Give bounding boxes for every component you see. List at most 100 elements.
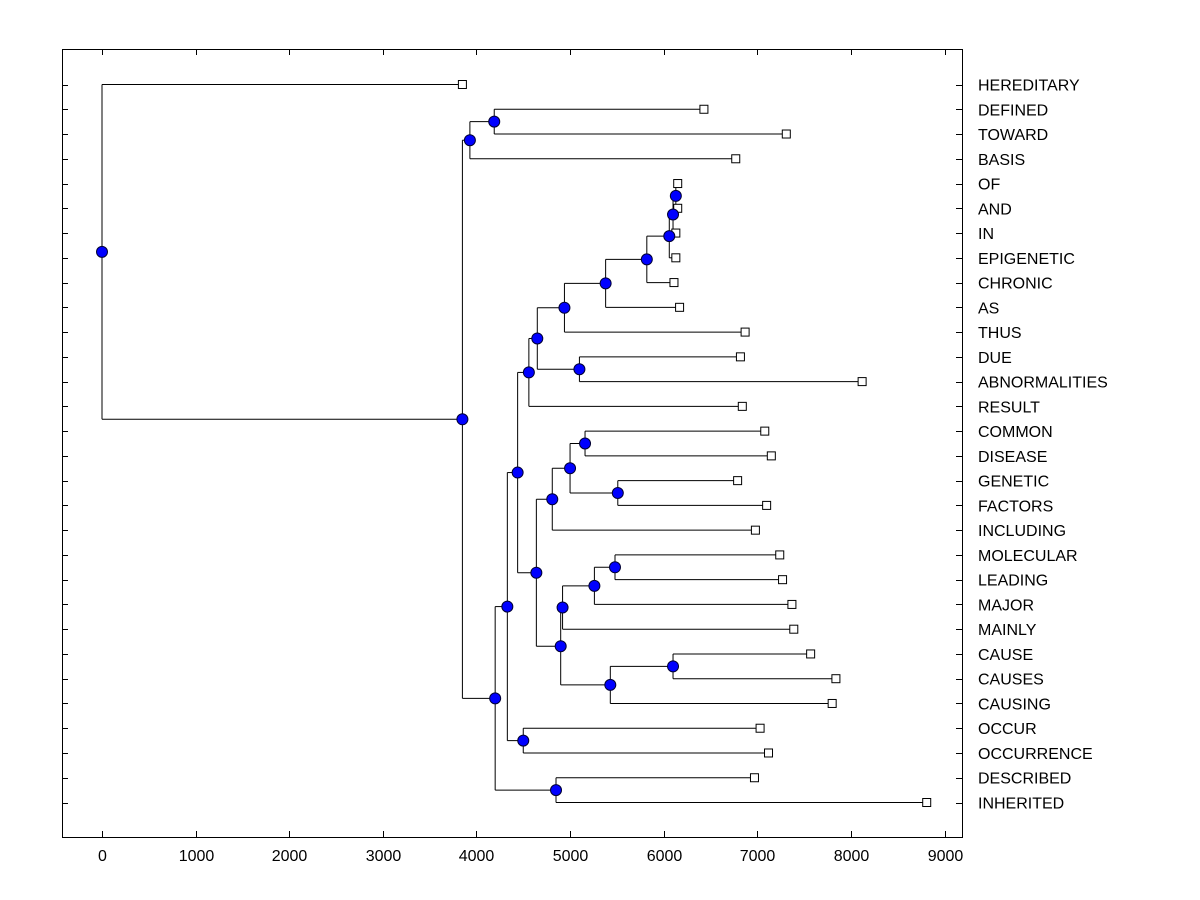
leaf-marker-common xyxy=(760,426,770,436)
merge-node-n_lower xyxy=(489,692,502,705)
leaf-marker-described xyxy=(749,773,759,783)
leaf-label-thus: THUS xyxy=(978,325,1022,342)
leaf-label-disease: DISEASE xyxy=(978,449,1047,466)
leaf-marker-mainly xyxy=(789,624,799,634)
leaf-label-basis: BASIS xyxy=(978,152,1025,169)
leaf-label-in: IN xyxy=(978,226,994,243)
leaf-label-leading: LEADING xyxy=(978,573,1048,590)
leaf-marker-toward xyxy=(781,129,791,139)
leaf-marker-result xyxy=(737,401,747,411)
merge-node-n_major xyxy=(588,579,601,592)
leaf-label-cause: CAUSE xyxy=(978,647,1033,664)
x-tick-label: 5000 xyxy=(553,848,589,865)
leaf-label-result: RESULT xyxy=(978,399,1040,416)
leaf-marker-molecular xyxy=(775,550,785,560)
merge-node-n_as xyxy=(599,277,612,290)
leaf-label-as: AS xyxy=(978,300,999,317)
merge-node-n_cause_causes xyxy=(667,660,680,673)
leaf-marker-genetic xyxy=(733,476,743,486)
leaf-marker-hereditary xyxy=(457,80,467,89)
leaf-marker-causing xyxy=(827,698,837,708)
leaf-label-defined: DEFINED xyxy=(978,102,1048,119)
leaf-label-abnormalities: ABNORMALITIES xyxy=(978,375,1108,392)
leaf-label-major: MAJOR xyxy=(978,597,1034,614)
leaf-labels: HEREDITARY DEFINED TOWARD BASIS OF AND IN EPIGE… xyxy=(978,78,1108,813)
merge-node-n_fgroup xyxy=(530,566,543,579)
x-tick-label: 9000 xyxy=(928,848,964,865)
merge-node-n_ofand_in xyxy=(667,208,680,221)
leaf-markers xyxy=(457,80,932,807)
leaf-label-common: COMMON xyxy=(978,424,1053,441)
leaf-label-inherited: INHERITED xyxy=(978,796,1064,813)
leaf-label-toward: TOWARD xyxy=(978,127,1048,144)
leaf-marker-major xyxy=(787,599,797,609)
merge-node-n_due_abn xyxy=(573,363,586,376)
merge-node-n_tda xyxy=(531,332,544,345)
merge-node-n_basis xyxy=(463,134,476,147)
leaf-label-due: DUE xyxy=(978,350,1012,367)
x-tick-label: 3000 xyxy=(366,848,402,865)
x-tick-label: 7000 xyxy=(740,848,776,865)
merge-node-n_including xyxy=(546,493,559,506)
y-tick-marks xyxy=(62,85,962,804)
merge-node-n_mainly xyxy=(556,601,569,614)
leaf-label-described: DESCRIBED xyxy=(978,771,1071,788)
leaf-marker-causes xyxy=(831,674,841,684)
x-tick-label: 1000 xyxy=(179,848,215,865)
leaf-label-occur: OCCUR xyxy=(978,721,1037,738)
leaf-marker-occur xyxy=(755,723,765,733)
merge-node-n_epi xyxy=(663,230,676,243)
merge-node-n_causing xyxy=(604,678,617,691)
leaf-label-and: AND xyxy=(978,201,1012,218)
merge-node-n_thus xyxy=(558,301,571,314)
x-tick-label: 2000 xyxy=(272,848,308,865)
merge-node-n_occ xyxy=(517,734,530,747)
merge-node-n_big xyxy=(456,413,469,426)
leaf-marker-epigenetic xyxy=(671,253,681,263)
leaf-marker-due xyxy=(735,352,745,362)
leaf-marker-inherited xyxy=(922,798,932,807)
leaf-marker-basis xyxy=(731,154,741,164)
leaf-label-hereditary: HEREDITARY xyxy=(978,78,1080,95)
leaf-marker-as xyxy=(675,302,685,312)
leaf-label-epigenetic: EPIGENETIC xyxy=(978,251,1075,268)
merge-node-n_com_dis xyxy=(579,437,592,450)
merge-node-n_mol_lead xyxy=(608,561,621,574)
leaf-label-occurrence: OCCURRENCE xyxy=(978,746,1093,763)
x-tick-label: 4000 xyxy=(459,848,495,865)
leaf-label-causes: CAUSES xyxy=(978,672,1044,689)
leaf-marker-disease xyxy=(766,451,776,461)
merge-node-n_def_tow xyxy=(488,115,501,128)
leaf-marker-defined xyxy=(699,104,709,114)
leaf-label-including: INCLUDING xyxy=(978,523,1066,540)
leaf-marker-leading xyxy=(778,575,788,585)
plot-frame xyxy=(62,49,963,838)
x-axis: 0 1000 2000 3000 4000 5000 6000 7000 8000 9000 xyxy=(98,49,963,865)
x-tick-label: 8000 xyxy=(834,848,870,865)
x-tick-label: 0 xyxy=(98,848,107,865)
leaf-label-of: OF xyxy=(978,177,1000,194)
leaf-marker-including xyxy=(750,525,760,535)
merge-node-n_midocc xyxy=(501,600,514,613)
merge-node-n_desc_inh xyxy=(550,784,563,797)
leaf-marker-chronic xyxy=(669,278,679,288)
merge-node-markers xyxy=(96,115,682,797)
leaf-label-molecular: MOLECULAR xyxy=(978,548,1078,565)
merge-node-n_mid xyxy=(511,466,524,479)
leaf-marker-abnormalities xyxy=(857,377,867,387)
leaf-label-chronic: CHRONIC xyxy=(978,276,1053,293)
leaf-label-factors: FACTORS xyxy=(978,498,1053,515)
leaf-marker-occurrence xyxy=(764,748,774,758)
leaf-marker-factors xyxy=(762,500,772,510)
merge-node-n_cgroup xyxy=(554,640,567,653)
leaf-marker-thus xyxy=(740,327,750,337)
merge-node-n_gen_fac xyxy=(611,487,624,500)
leaf-marker-cause xyxy=(806,649,816,659)
merge-node-n_cdgf xyxy=(564,462,577,475)
x-tick-label: 6000 xyxy=(647,848,683,865)
merge-node-n_root xyxy=(96,245,108,258)
leaf-label-mainly: MAINLY xyxy=(978,622,1037,639)
merge-node-n_result xyxy=(522,366,535,379)
merge-node-n_of_and xyxy=(669,189,682,202)
